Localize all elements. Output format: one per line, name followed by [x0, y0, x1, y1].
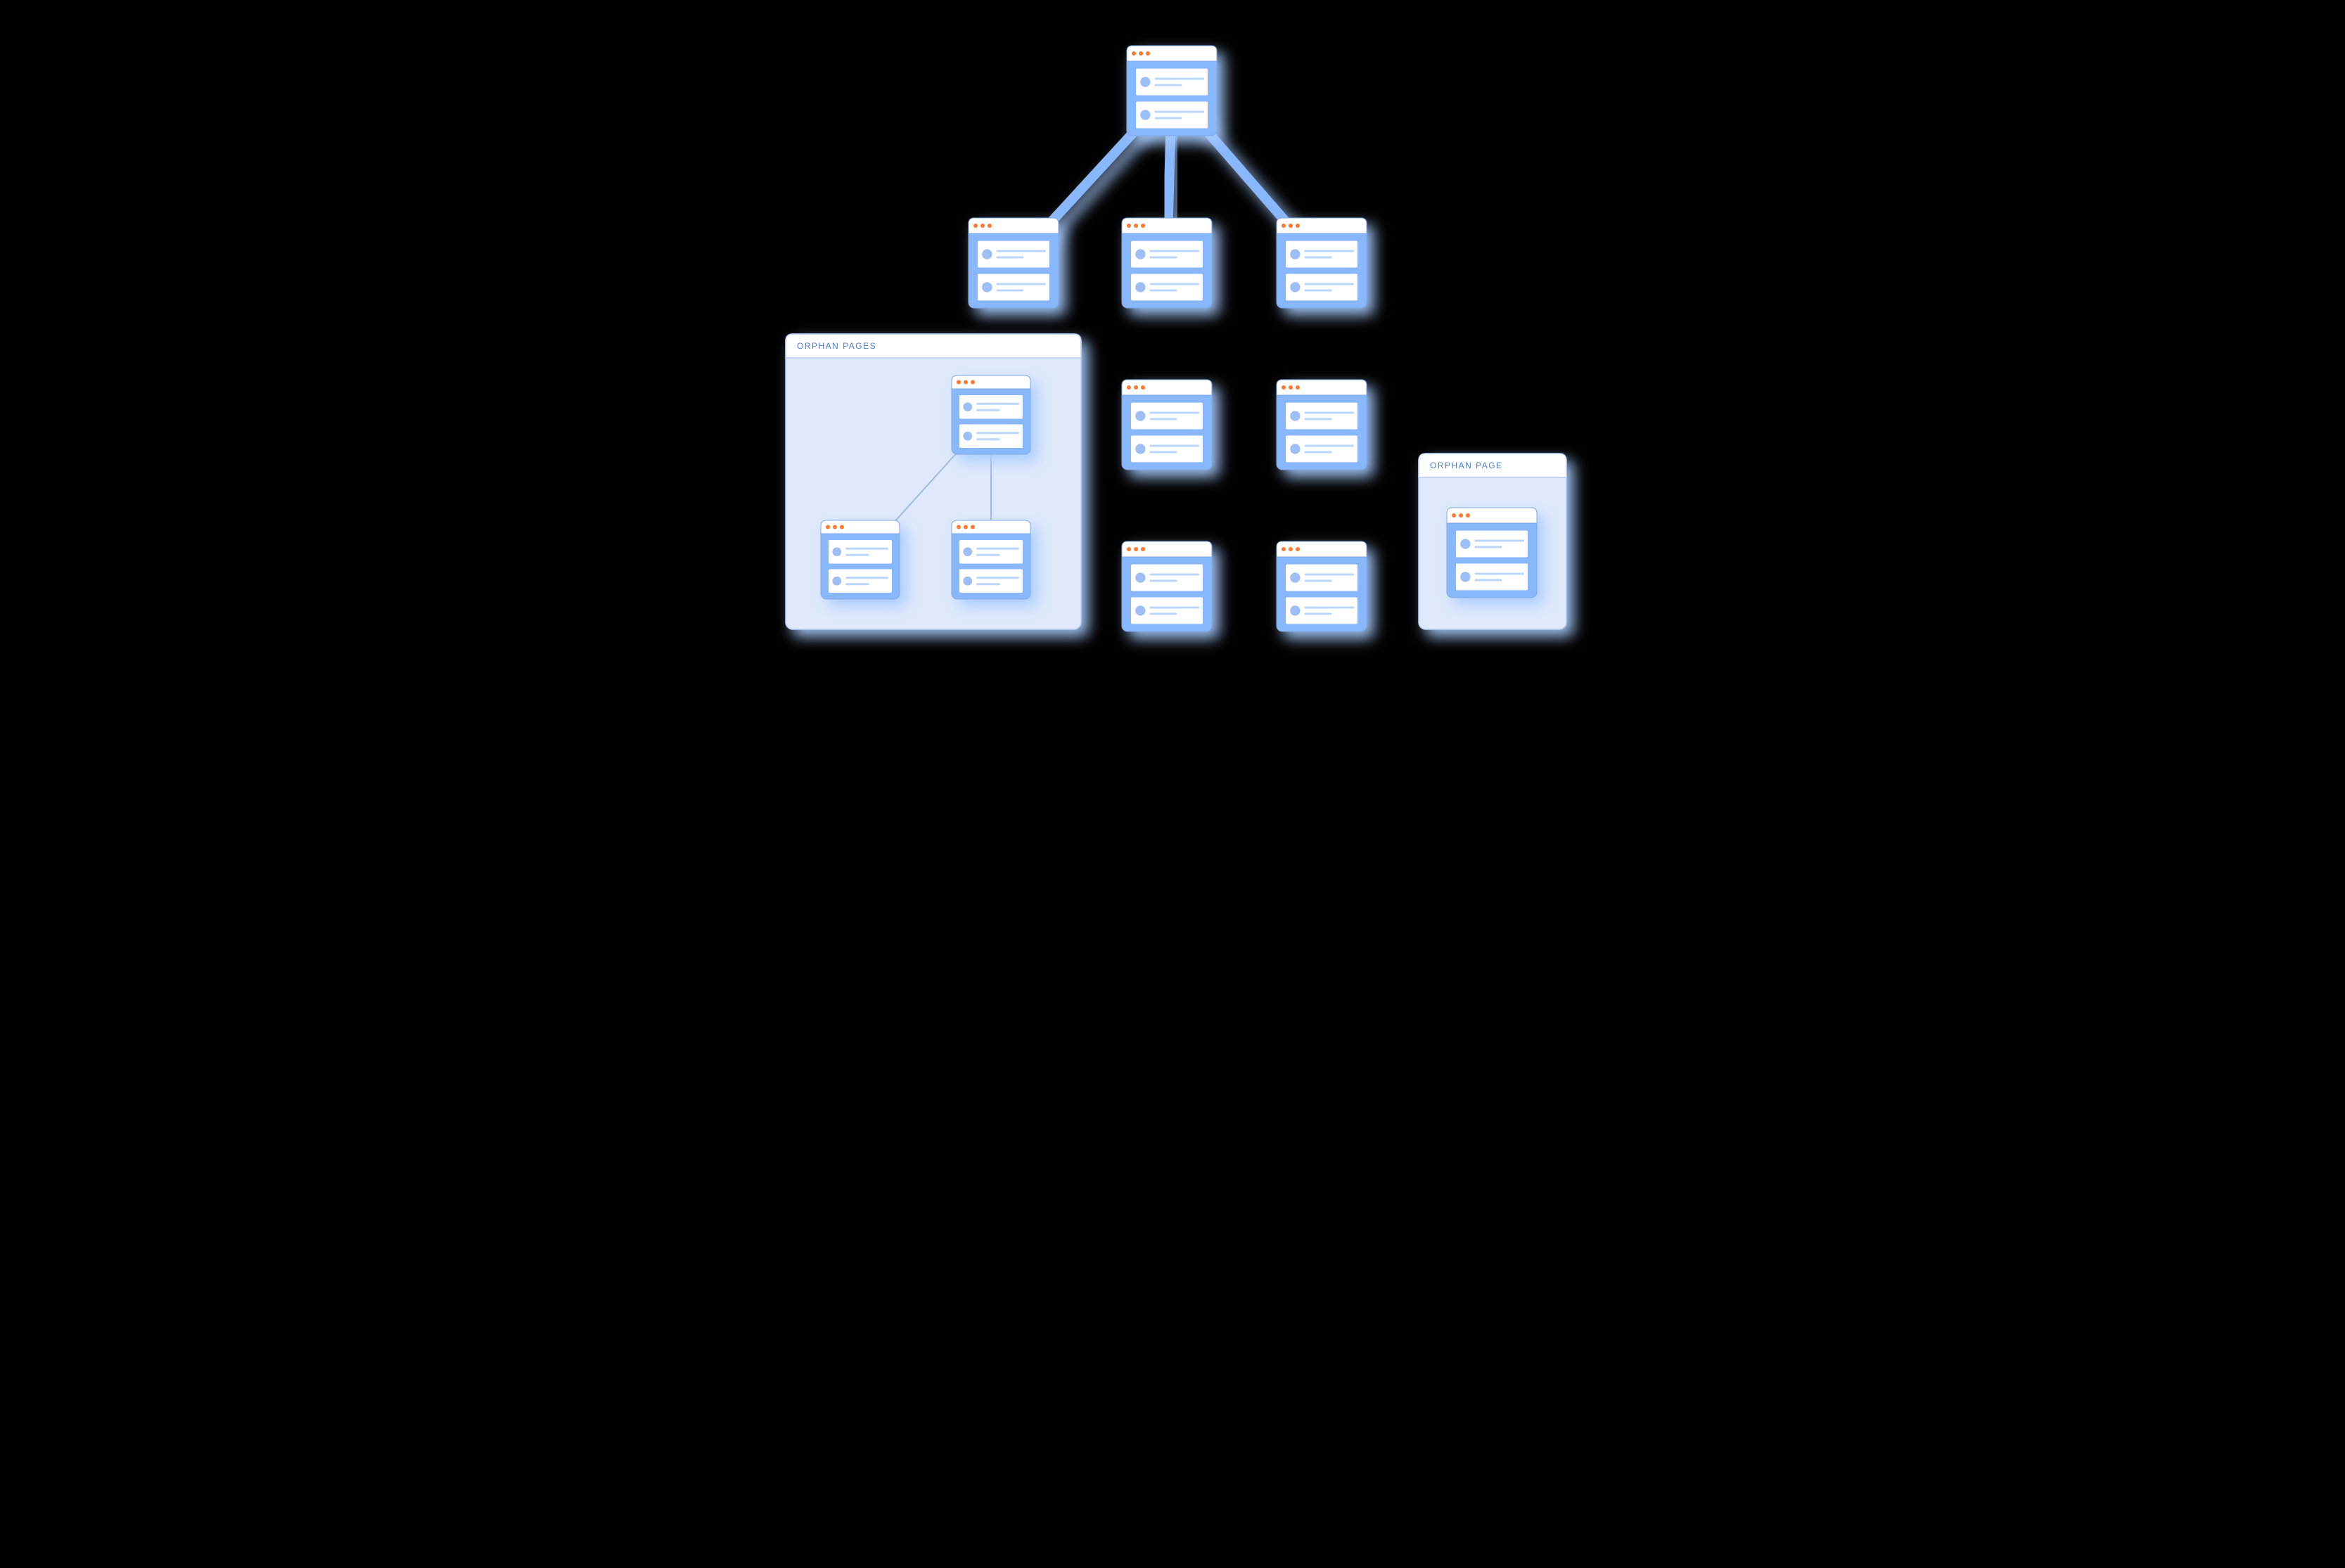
traffic-light-icon	[1282, 547, 1286, 551]
traffic-light-icon	[971, 380, 975, 385]
traffic-light-icon	[1134, 385, 1138, 390]
traffic-light-icon	[1459, 513, 1463, 518]
page-node	[1447, 508, 1537, 598]
traffic-light-icon	[826, 525, 830, 529]
page-node	[1122, 541, 1212, 631]
traffic-light-icon	[957, 525, 961, 529]
traffic-light-icon	[988, 224, 992, 228]
page-node	[821, 520, 900, 599]
traffic-light-icon	[964, 525, 968, 529]
diagram-stage: ORPHAN PAGES ORPHAN PAGE	[701, 0, 1644, 661]
traffic-light-icon	[1132, 51, 1136, 56]
traffic-light-icon	[1282, 385, 1286, 390]
traffic-light-icon	[1134, 224, 1138, 228]
traffic-light-icon	[971, 525, 975, 529]
traffic-light-icon	[1289, 385, 1293, 390]
page-node	[1277, 380, 1367, 470]
traffic-light-icon	[1146, 51, 1150, 56]
traffic-light-icon	[1127, 385, 1131, 390]
traffic-light-icon	[1141, 224, 1145, 228]
page-node	[1277, 541, 1367, 631]
traffic-light-icon	[1282, 224, 1286, 228]
traffic-light-icon	[957, 380, 961, 385]
traffic-light-icon	[1139, 51, 1143, 56]
page-node	[1277, 218, 1367, 308]
page-node	[1122, 218, 1212, 308]
traffic-light-icon	[1296, 385, 1300, 390]
traffic-light-icon	[1289, 547, 1293, 551]
traffic-light-icon	[1141, 385, 1145, 390]
traffic-light-icon	[1134, 547, 1138, 551]
traffic-light-icon	[833, 525, 837, 529]
page-node	[1122, 380, 1212, 470]
traffic-light-icon	[980, 224, 985, 228]
traffic-light-icon	[1127, 547, 1131, 551]
panel-label: ORPHAN PAGE	[1430, 461, 1503, 470]
traffic-light-icon	[1127, 224, 1131, 228]
traffic-light-icon	[1296, 224, 1300, 228]
page-node	[952, 520, 1030, 599]
page-node	[1127, 46, 1217, 136]
page-node	[952, 375, 1030, 454]
traffic-light-icon	[1141, 547, 1145, 551]
traffic-light-icon	[964, 380, 968, 385]
diagram-svg: ORPHAN PAGES ORPHAN PAGE	[701, 0, 1644, 661]
traffic-light-icon	[840, 525, 844, 529]
panel-label: ORPHAN PAGES	[797, 341, 876, 351]
traffic-light-icon	[973, 224, 978, 228]
traffic-light-icon	[1289, 224, 1293, 228]
traffic-light-icon	[1296, 547, 1300, 551]
traffic-light-icon	[1452, 513, 1456, 518]
page-node	[969, 218, 1059, 308]
traffic-light-icon	[1466, 513, 1470, 518]
